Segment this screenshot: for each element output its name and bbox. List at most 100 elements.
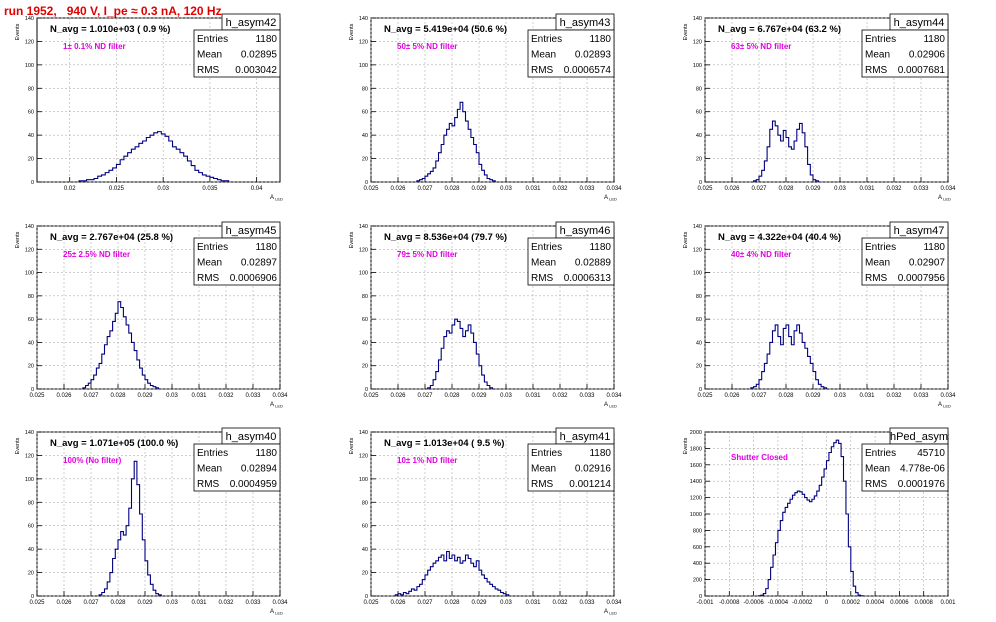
- filter-annotation: 63± 5% ND filter: [731, 42, 791, 51]
- x-tick-label: 0.034: [606, 600, 622, 606]
- histogram-panel-h_asym40: 0.025 0.026 0.027 0.028 0.029 0.03 0.031 0.032 0…: [15, 427, 288, 616]
- histogram-panel-h_asym43: 0.025 0.026 0.027 0.028 0.029 0.03 0.031 0.032 0…: [349, 13, 622, 202]
- x-axis-label: A LED: [604, 402, 617, 409]
- stats-entries-value: 1180: [255, 242, 277, 253]
- y-tick-label: 60: [28, 524, 34, 530]
- x-axis-label: A LED: [270, 195, 283, 202]
- stats-title: h_asym44: [894, 17, 945, 29]
- y-tick-label: 40: [362, 340, 368, 346]
- histogram-line: [394, 550, 510, 596]
- x-axis-label: A LED: [938, 402, 951, 409]
- x-tick-label: 0.028: [778, 393, 794, 399]
- x-tick-label: 0.029: [137, 393, 153, 399]
- y-tick-label: 120: [25, 453, 34, 459]
- stats-mean-label: Mean: [531, 50, 556, 61]
- y-tick-label: 120: [25, 39, 34, 45]
- stats-entries-value: 45710: [917, 448, 945, 459]
- x-tick-label: 0.029: [471, 600, 487, 606]
- x-tick-label: 0.026: [724, 393, 740, 399]
- x-tick-label: 0.025: [29, 600, 45, 606]
- stats-mean-value: 0.02889: [575, 258, 612, 269]
- x-tick-label: 0.033: [579, 393, 595, 399]
- stats-rms-value: 0.0004959: [230, 479, 278, 490]
- y-tick-label: 0: [31, 594, 34, 600]
- stats-mean-value: 0.02907: [909, 258, 946, 269]
- y-tick-label: 1400: [690, 479, 702, 485]
- filter-annotation: 100% (No filter): [63, 456, 122, 465]
- histogram-panel-h_asym45: 0.025 0.026 0.027 0.028 0.029 0.03 0.031 0.032 0…: [15, 221, 288, 409]
- y-tick-label: 1600: [690, 463, 702, 469]
- stats-mean-label: Mean: [197, 258, 222, 269]
- stats-rms-label: RMS: [865, 65, 888, 76]
- stats-title: h_asym47: [894, 225, 945, 237]
- y-tick-label: 20: [28, 571, 34, 577]
- stats-rms-value: 0.0006906: [230, 273, 278, 284]
- x-axis-label: A LED: [604, 195, 617, 202]
- histogram-panel-hPed_asym: -0.001 -0.0008 -0.0006 -0.0004 -0.0002 0 0.000…: [683, 427, 956, 606]
- stats-title: h_asym43: [560, 17, 611, 29]
- y-tick-label: 60: [28, 110, 34, 116]
- x-tick-label: 0.03: [166, 393, 178, 399]
- x-tick-label: 0.032: [552, 393, 568, 399]
- stats-title: h_asym45: [226, 225, 277, 237]
- x-tick-label: 0.0006: [890, 600, 909, 606]
- stats-mean-value: 4.778e-06: [900, 464, 945, 475]
- y-axis-label: Events: [15, 231, 21, 248]
- x-tick-label: 0.0004: [866, 600, 885, 606]
- x-tick-label: 0.031: [525, 393, 541, 399]
- stats-rms-value: 0.0007956: [898, 273, 946, 284]
- x-tick-label: 0.025: [29, 393, 45, 399]
- stats-rms-label: RMS: [865, 479, 888, 490]
- stats-entries-label: Entries: [197, 242, 228, 253]
- stats-mean-value: 0.02894: [241, 464, 278, 475]
- stats-box: [861, 237, 949, 286]
- stats-mean-value: 0.02895: [241, 50, 278, 61]
- stats-mean-label: Mean: [197, 50, 222, 61]
- x-tick-label: 0.029: [137, 600, 153, 606]
- filter-annotation: 79± 5% ND filter: [397, 250, 457, 259]
- y-axis-label: Events: [349, 437, 355, 454]
- x-tick-label: 0.03: [500, 600, 512, 606]
- stats-entries-value: 1180: [923, 34, 945, 45]
- x-axis-label: A LED: [938, 195, 951, 202]
- stats-box: [193, 237, 281, 286]
- x-tick-label: 0.03: [166, 600, 178, 606]
- y-tick-label: 100: [359, 63, 368, 69]
- y-tick-label: 100: [693, 271, 702, 277]
- stats-box: [527, 237, 615, 286]
- x-tick-label: 0.029: [471, 186, 487, 192]
- y-tick-label: 0: [699, 594, 702, 600]
- y-tick-label: 400: [693, 561, 702, 567]
- x-tick-label: 0.032: [552, 600, 568, 606]
- y-tick-label: 140: [25, 16, 34, 22]
- y-tick-label: 1000: [690, 512, 702, 518]
- y-tick-label: 0: [365, 180, 368, 186]
- x-tick-label: 0.034: [272, 600, 288, 606]
- y-tick-label: 80: [28, 86, 34, 92]
- stats-box: [193, 29, 281, 78]
- x-tick-label: 0.03: [834, 186, 846, 192]
- x-tick-label: 0.028: [444, 186, 460, 192]
- x-tick-label: 0.027: [417, 186, 433, 192]
- y-tick-label: 120: [359, 453, 368, 459]
- x-tick-label: 0.031: [525, 186, 541, 192]
- x-tick-label: 0.03: [834, 393, 846, 399]
- stats-rms-value: 0.0007681: [898, 65, 946, 76]
- navg-label: N_avg = 8.536e+04 (79.7 %): [384, 232, 507, 243]
- y-tick-label: 60: [362, 110, 368, 116]
- y-tick-label: 40: [696, 340, 702, 346]
- stats-rms-label: RMS: [197, 65, 220, 76]
- navg-label: N_avg = 1.010e+03 ( 0.9 %): [50, 24, 170, 35]
- x-tick-label: 0.033: [913, 393, 929, 399]
- stats-mean-label: Mean: [865, 50, 890, 61]
- x-tick-label: 0.035: [202, 186, 218, 192]
- y-tick-label: 20: [362, 157, 368, 163]
- x-axis-label: A LED: [270, 609, 283, 616]
- stats-rms-value: 0.001214: [569, 479, 611, 490]
- x-tick-label: 0.032: [886, 186, 902, 192]
- x-tick-label: 0.001: [940, 600, 956, 606]
- y-tick-label: 600: [693, 545, 702, 551]
- y-tick-label: 140: [359, 430, 368, 436]
- x-tick-label: 0.026: [56, 600, 72, 606]
- y-tick-label: 60: [28, 317, 34, 323]
